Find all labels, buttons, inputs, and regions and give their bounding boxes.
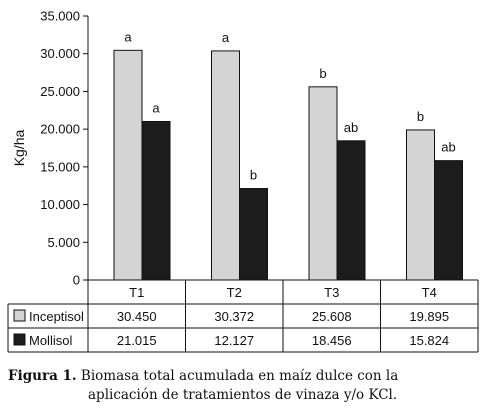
value-label-mollisol-t2: 12.127 [214,333,254,348]
category-label-t3: T3 [324,285,339,300]
bar-inceptisol-t4 [406,129,435,281]
caption-line-2: aplicación de tratamientos de vinaza y/o… [88,387,398,403]
y-axis-label: Kg/ha [11,129,27,166]
letter-inceptisol-t3: b [319,66,326,81]
value-label-mollisol-t1: 21.015 [117,333,157,348]
y-tick-label: 15.000 [40,159,80,174]
y-tick-label: 5.000 [47,235,80,250]
letter-inceptisol-t4: b [417,109,424,124]
category-label-t4: T4 [422,285,437,300]
bar-inceptisol-t3 [308,86,338,281]
y-tick-label: 25.000 [40,84,80,99]
letter-inceptisol-t2: a [222,30,230,45]
y-axis: 0 5.000 10.000 15.000 20.000 25.000 30.000 35.0… [11,9,89,288]
bar-chart: 0 5.000 10.000 15.000 20.000 25.000 30.000 35.0… [7,9,479,353]
bar-inceptisol-t1 [113,49,143,281]
bars [113,49,463,281]
bar-mollisol-t2 [239,188,268,281]
value-label-mollisol-t3: 18.456 [312,333,352,348]
letter-mollisol-t4: ab [441,140,455,155]
y-tick-label: 30.000 [40,46,80,61]
y-tick-label: 35.000 [40,9,80,24]
data-table: T1 T2 T3 T4 Inceptisol 30.450 30.372 25.608 19.8… [7,279,479,353]
caption-line-1: Biomasa total acumulada en maíz dulce co… [80,368,399,384]
legend-label-inceptisol: Inceptisol [29,309,84,324]
value-label-inceptisol-t4: 19.895 [409,309,449,324]
caption-label: Figura 1. [8,368,77,384]
letter-inceptisol-t1: a [124,29,132,44]
letter-mollisol-t3: ab [344,120,358,135]
bar-inceptisol-t2 [211,50,240,281]
value-label-inceptisol-t1: 30.450 [117,309,157,324]
y-tick-label: 20.000 [40,122,80,137]
category-label-t2: T2 [227,285,242,300]
bar-mollisol-t1 [141,120,171,281]
bar-mollisol-t4 [434,160,463,281]
category-label-t1: T1 [129,285,144,300]
bar-mollisol-t3 [336,140,366,281]
legend-label-mollisol: Mollisol [29,333,72,348]
legend-swatch-mollisol [13,333,26,346]
legend-swatch-inceptisol [13,309,26,322]
figure-caption: Figura 1. Biomasa total acumulada en maí… [8,367,480,405]
value-label-inceptisol-t2: 30.372 [214,309,254,324]
letter-mollisol-t1: a [152,100,160,115]
value-label-inceptisol-t3: 25.608 [312,309,352,324]
y-tick-label: 10.000 [40,197,80,212]
y-tick-label: 0 [73,273,80,288]
letter-mollisol-t2: b [250,168,257,183]
value-label-mollisol-t4: 15.824 [409,333,449,348]
